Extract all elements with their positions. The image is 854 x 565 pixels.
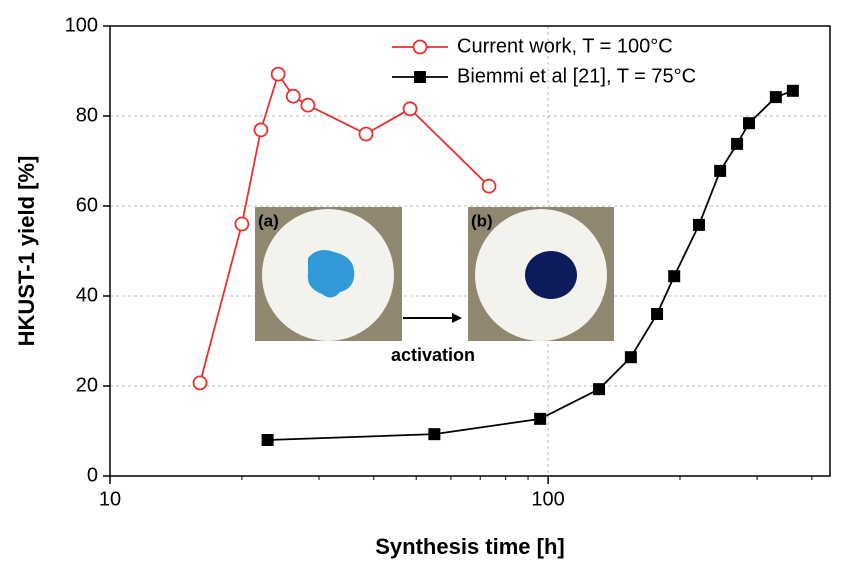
annotation: (a) (258, 211, 279, 230)
legend-marker (414, 71, 426, 83)
marker (270, 66, 286, 82)
x-tick-label: 100 (531, 488, 564, 510)
annotation: (b) (471, 211, 493, 230)
marker (534, 412, 547, 425)
marker (651, 308, 664, 320)
marker (300, 97, 316, 113)
marker (668, 270, 681, 283)
y-tick-label: 100 (65, 14, 98, 36)
marker (624, 351, 637, 364)
annotation: activation (391, 345, 475, 365)
legend-marker (412, 39, 428, 55)
inset-photo-b (468, 207, 614, 341)
marker (692, 218, 705, 231)
marker (428, 428, 441, 441)
arrow-head (452, 313, 462, 323)
y-tick-label: 60 (76, 194, 98, 216)
marker (593, 383, 606, 396)
marker (714, 164, 727, 177)
x-tick-label: 10 (99, 488, 121, 510)
marker (769, 91, 782, 104)
marker (192, 375, 208, 391)
y-tick-label: 40 (76, 284, 98, 306)
legend-label: Biemmi et al [21], T = 75°C (457, 65, 696, 87)
marker (253, 122, 269, 138)
y-tick-label: 0 (87, 464, 98, 486)
marker (731, 137, 744, 150)
x-axis-label: Synthesis time [h] (375, 534, 564, 559)
legend-label: Current work, T = 100°C (457, 35, 673, 57)
marker (481, 178, 497, 194)
plot-frame (109, 25, 831, 477)
y-axis-label: HKUST-1 yield [%] (14, 156, 39, 347)
marker (786, 84, 799, 97)
y-tick-label: 80 (76, 104, 98, 126)
marker (358, 126, 374, 142)
y-tick-label: 20 (76, 374, 98, 396)
marker (402, 101, 418, 117)
marker (743, 117, 756, 130)
marker (261, 434, 274, 446)
marker (234, 216, 250, 232)
marker (285, 88, 301, 104)
inset-photo-a (255, 207, 402, 341)
